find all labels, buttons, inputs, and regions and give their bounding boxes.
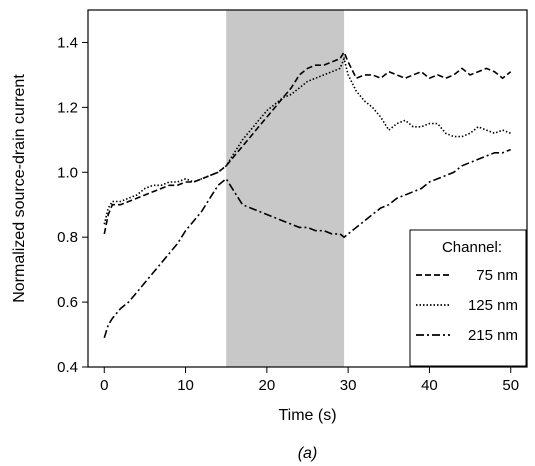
- legend: Channel: 75 nm 125 nm 215 nm: [409, 229, 527, 367]
- y-tick-label: 1.2: [57, 99, 78, 116]
- y-axis-label: Normalized source-drain current: [11, 74, 28, 303]
- legend-label: 125 nm: [468, 297, 518, 314]
- series-layer: [103, 50, 512, 339]
- x-axis: 0 10 20 30 40 50: [100, 367, 519, 394]
- series-line-125-nm: [103, 56, 511, 225]
- legend-entries: 75 nm 125 nm 215 nm: [416, 267, 518, 344]
- plot-frame: [87, 9, 528, 368]
- shaded-stimulus-region: [226, 10, 345, 367]
- y-tick-label: 0.6: [57, 294, 78, 311]
- legend-label: 215 nm: [468, 327, 518, 344]
- x-tick-label: 0: [100, 377, 108, 394]
- x-tick-label: 20: [259, 377, 276, 394]
- x-tick-label: 10: [177, 377, 194, 394]
- y-tick-label: 1.4: [57, 34, 78, 51]
- y-axis: 0.4 0.6 0.8 1.0 1.2 1.4: [57, 34, 88, 376]
- legend-label: 75 nm: [476, 267, 518, 284]
- series-line-75-nm: [103, 50, 512, 235]
- x-tick-label: 30: [340, 377, 357, 394]
- y-tick-label: 0.4: [57, 359, 78, 376]
- y-tick-label: 1.0: [57, 164, 78, 181]
- x-axis-label: Time (s): [278, 407, 336, 424]
- legend-title: Channel:: [442, 239, 502, 256]
- x-tick-label: 50: [502, 377, 519, 394]
- legend-box: [409, 229, 527, 367]
- figure-caption: (a): [298, 445, 318, 462]
- y-tick-label: 0.8: [57, 229, 78, 246]
- series-line-215-nm: [103, 148, 511, 339]
- x-tick-label: 40: [421, 377, 438, 394]
